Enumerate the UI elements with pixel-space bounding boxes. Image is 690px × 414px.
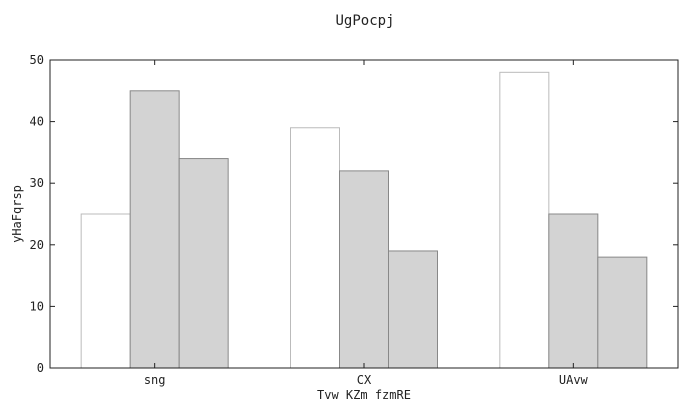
- y-tick-label: 40: [30, 115, 44, 129]
- bar-UAvw-series-1: [499, 71, 550, 369]
- bar-sng-series-1: [80, 213, 131, 369]
- y-axis: 0 10 20 30 40 50: [30, 53, 678, 375]
- y-tick-label: 50: [30, 53, 44, 67]
- bar-CX-series-1: [290, 127, 340, 369]
- y-tick-label: 20: [30, 238, 44, 252]
- y-tick-label: 10: [30, 299, 44, 313]
- x-tick-label: sng: [144, 373, 166, 387]
- y-axis-label: yHaFqrsp: [10, 185, 24, 243]
- bar-UAvw-series-3: [597, 256, 648, 369]
- chart-title: UgPocpj: [335, 13, 394, 29]
- x-axis-label: Tvw KZm fzmRE: [317, 388, 411, 402]
- x-axis: sng CX UAvw: [144, 60, 589, 387]
- bar-CX-series-3: [388, 250, 438, 369]
- bar-sng-series-3: [178, 158, 229, 369]
- y-tick-label: 0: [37, 361, 44, 375]
- y-tick-label: 30: [30, 176, 44, 190]
- x-tick-label: UAvw: [559, 373, 589, 387]
- bar-sng-series-2: [129, 90, 180, 369]
- bar-CX-series-2: [339, 170, 389, 369]
- bar-UAvw-series-2: [548, 213, 599, 369]
- bars: [80, 71, 648, 369]
- x-tick-label: CX: [357, 373, 372, 387]
